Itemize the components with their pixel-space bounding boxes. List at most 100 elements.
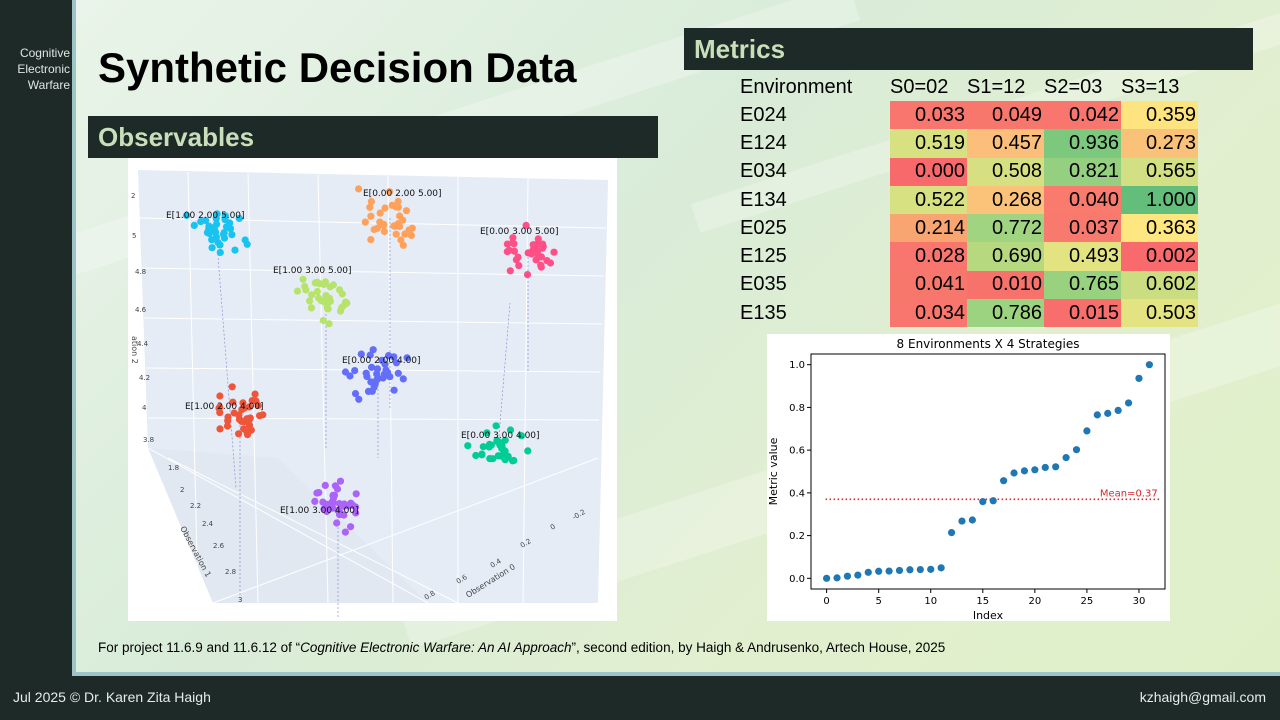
cluster-point [224,417,232,425]
cluster-point [216,392,224,400]
cluster-point [355,185,363,193]
cluster-point [503,248,511,256]
cluster-point [333,519,341,527]
cluster-point [524,447,532,455]
metric-value-cell: 0.034 [890,299,967,328]
metric-value-cell: 0.602 [1121,270,1198,300]
cluster-point [537,253,545,261]
cluster-point [352,509,360,517]
y-tick-label: 1.0 [789,360,805,371]
observables-header: Observables [88,116,658,158]
data-point [843,572,852,580]
z-tick-label: 5 [132,232,136,240]
cluster-point [399,375,407,383]
metric-value-cell: 0.042 [1044,101,1121,130]
observation0-tick-label: 0 [549,523,557,532]
cluster-point [330,494,338,502]
cluster-point [308,291,316,299]
cluster-point [392,359,401,367]
sidebar-divider [72,0,76,676]
citation-prefix: For project 11.6.9 and 11.6.12 of “ [98,640,301,655]
cluster-point [243,240,251,248]
grid-line [212,457,599,604]
cluster-point [363,372,371,381]
grid-line [387,175,394,604]
metric-value-cell: 0.273 [1121,129,1198,158]
cluster-point [311,497,319,505]
cluster-point [329,504,337,512]
cluster-point [378,356,386,364]
cluster-point [343,299,351,307]
cluster-point [487,441,495,449]
cluster-point [216,248,224,257]
environment-cell: E025 [740,216,787,239]
cluster-point [529,245,537,254]
cluster-point [251,390,259,398]
cluster-point [517,432,525,440]
cluster-point [333,485,342,493]
cluster-point [202,216,210,224]
x-tick-label: 15 [976,596,989,607]
cluster-point [212,233,220,241]
y-tick-label: 0.4 [789,488,805,499]
cluster-point [252,397,260,405]
z-tick-label: 4.8 [135,268,146,276]
cluster-point [301,282,309,291]
cluster-point [235,430,243,438]
metric-value-cell: 0.363 [1121,214,1198,243]
metric-value-cell: 0.821 [1044,157,1121,186]
cluster-point [341,368,350,376]
metric-value-cell: 0.519 [890,129,967,158]
observables-3d-plot[interactable]: E[1.00 2.00 5.00] E[0.00 2.00 5.00] E[0.00… [128,158,617,621]
observation1-tick-label: 2.4 [202,520,214,528]
cluster-point [403,354,411,362]
cluster-point [367,212,375,220]
cluster-point [344,502,352,510]
cluster-point [508,239,517,247]
environment-cell: E034 [740,160,787,183]
cluster-point [402,207,411,215]
x-tick-label: 5 [875,596,881,607]
column-header-s2: S2=03 [1044,76,1103,98]
cluster-point [323,304,332,312]
cluster-point [231,246,239,254]
metric-value-cell: 0.049 [967,101,1044,130]
sidebar-label: Cognitive Electronic Warfare [0,45,70,93]
cluster-point [235,411,243,419]
metric-value-cell: 0.359 [1121,101,1198,130]
citation: For project 11.6.9 and 11.6.12 of “Cogni… [98,640,945,655]
cluster-point [222,223,231,231]
cluster-points [183,185,558,536]
cluster-point [214,238,222,247]
cluster-point [392,230,400,238]
cluster-point [355,395,363,403]
sidebar-label-line: Cognitive [19,46,70,60]
cluster-point [506,426,515,434]
cluster-point [321,481,329,489]
cluster-point [376,209,384,217]
cluster-point [213,220,221,228]
data-point [1000,477,1008,485]
environment-cell: E134 [740,188,787,211]
cluster-point [394,203,402,211]
data-point [1010,469,1018,477]
citation-book-title: Cognitive Electronic Warfare: An AI Appr… [300,640,572,655]
cluster-point [367,236,375,244]
cluster-point [341,528,349,536]
cluster-point [492,422,500,430]
cluster-point [523,271,532,279]
observables-3d-svg: E[1.00 2.00 5.00] E[0.00 2.00 5.00] E[0.00… [130,170,608,618]
metric-value-cell: 0.002 [1121,242,1198,271]
axis-label-observation2: ation 2 [130,336,139,364]
data-point [979,498,987,506]
z-tick-label: 4 [142,404,147,412]
column-header-s0: S0=02 [890,76,949,98]
citation-suffix: ”, second edition, by Haigh & Andrusenko… [571,640,946,655]
cluster-point [329,281,337,289]
y-tick-label: 0.0 [789,574,805,585]
data-point [895,566,904,575]
cluster-point [183,211,191,219]
cluster-point [208,244,216,252]
cluster-point [367,198,375,206]
metrics-table: Environment S0=02 S1=12 S2=03 S3=13 E024… [740,74,1198,328]
